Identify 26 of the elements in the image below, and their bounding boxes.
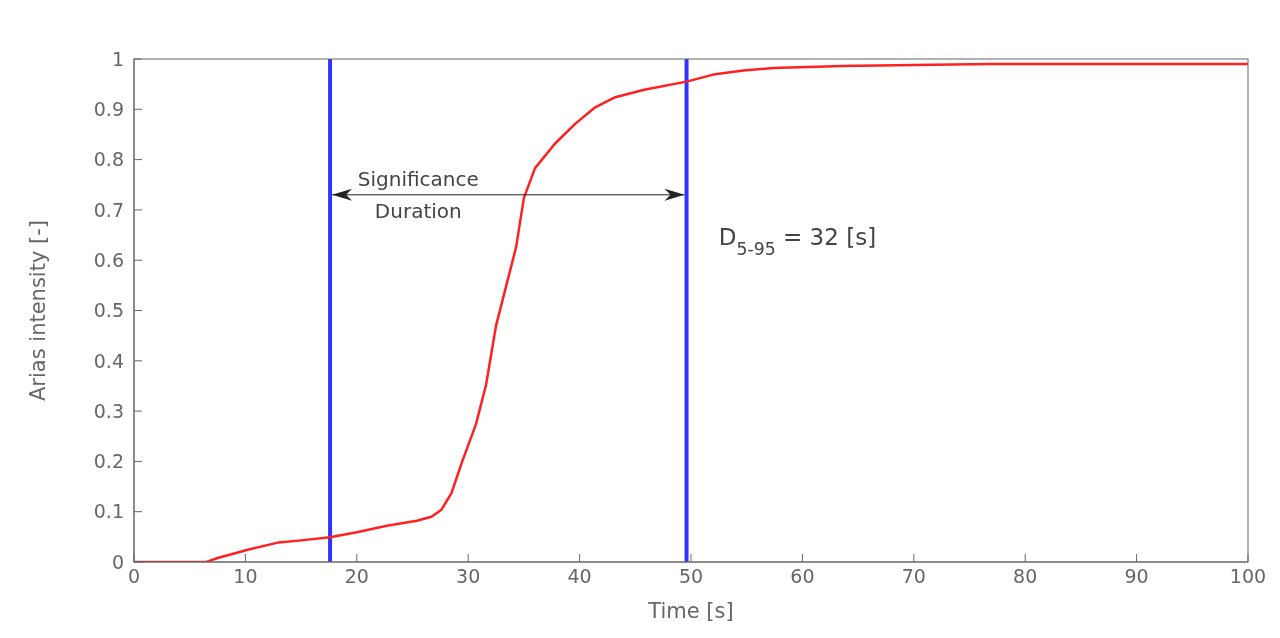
y-axis-title: Arias intensity [-] xyxy=(26,219,51,402)
y-tick-label: 0.2 xyxy=(93,450,124,473)
x-tick-label: 60 xyxy=(790,565,815,588)
x-tick-label: 70 xyxy=(901,565,926,588)
y-tick-label: 0.8 xyxy=(93,148,124,171)
y-tick-label: 0.3 xyxy=(93,399,124,422)
y-tick-label: 0.9 xyxy=(93,98,124,121)
y-tick-label: 0.1 xyxy=(93,500,124,523)
x-tick-label: 50 xyxy=(678,565,704,588)
y-tick-label: 1 xyxy=(111,47,124,70)
x-tick-label: 20 xyxy=(344,565,369,588)
annotation: Significance Duration xyxy=(357,166,479,223)
y-tick-label: 0.4 xyxy=(93,349,124,372)
y-tick-label: 0 xyxy=(111,550,124,573)
x-tick-label: 40 xyxy=(567,565,592,588)
x-tick-label: 30 xyxy=(456,565,481,588)
x-tick-label: 0 xyxy=(127,565,141,588)
x-tick-label: 10 xyxy=(233,565,258,588)
x-tick-label: 100 xyxy=(1229,565,1267,588)
x-axis-title: Time [s] xyxy=(647,599,734,623)
annotation: D$_{5-95}$ = 32 [s] xyxy=(718,224,877,260)
y-tick-label: 0.6 xyxy=(93,248,124,271)
x-tick-label: 80 xyxy=(1013,565,1038,588)
x-tick-label: 90 xyxy=(1124,565,1149,588)
y-tick-label: 0.7 xyxy=(93,198,124,221)
y-tick-label: 0.5 xyxy=(93,299,124,322)
